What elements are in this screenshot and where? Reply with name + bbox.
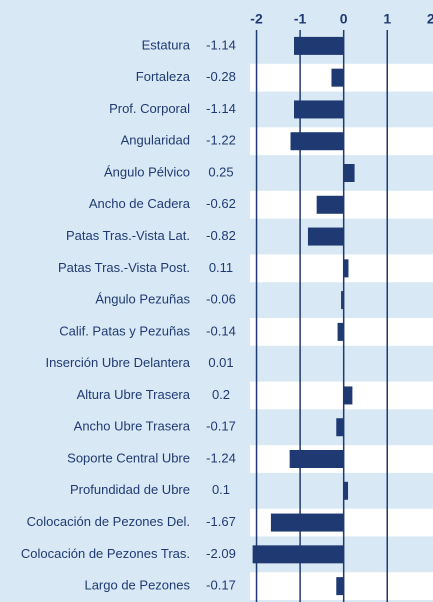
value-label: 0.01 [208, 355, 233, 370]
category-label: Soporte Central Ubre [67, 450, 190, 465]
bar [290, 132, 344, 151]
bar [316, 195, 344, 214]
bar [341, 291, 344, 310]
category-label: Altura Ubre Trasera [77, 387, 191, 402]
category-label: Prof. Corporal [109, 101, 190, 116]
category-label: Calif. Patas y Pezuñas [59, 323, 190, 338]
value-label: -2.09 [206, 546, 236, 561]
row-stripe [250, 254, 433, 283]
category-label: Colocación de Pezones Tras. [21, 546, 190, 561]
category-label: Angularidad [121, 133, 190, 148]
category-label: Patas Tras.-Vista Lat. [66, 228, 190, 243]
value-label: -0.82 [206, 228, 236, 243]
bar [294, 100, 344, 119]
category-label: Ángulo Pezuñas [95, 292, 190, 307]
category-label: Fortaleza [136, 69, 191, 84]
bar [252, 545, 344, 564]
bar [307, 227, 344, 246]
x-tick-label: 0 [340, 11, 348, 27]
category-label: Ancho de Cadera [89, 196, 191, 211]
bar [294, 36, 344, 55]
bar [343, 481, 349, 500]
bar [343, 386, 353, 405]
bar [336, 577, 344, 596]
value-label: 0.1 [212, 482, 230, 497]
category-label: Ángulo Pélvico [104, 164, 190, 179]
bar [343, 259, 349, 278]
value-label: -1.22 [206, 133, 236, 148]
value-label: -0.06 [206, 292, 236, 307]
value-label: -0.62 [206, 196, 236, 211]
category-label: Inserción Ubre Delantera [45, 355, 190, 370]
value-label: -0.17 [206, 578, 236, 593]
x-tick-label: 1 [383, 11, 391, 27]
value-label: -0.28 [206, 69, 236, 84]
value-label: -1.67 [206, 514, 236, 529]
value-label: -0.17 [206, 419, 236, 434]
bar [337, 322, 344, 341]
bar [289, 450, 344, 468]
category-label: Patas Tras.-Vista Post. [58, 260, 190, 275]
category-label: Largo de Pezones [84, 578, 190, 593]
value-label: 0.25 [208, 164, 233, 179]
category-label: Estatura [142, 37, 191, 52]
value-label: 0.11 [209, 260, 233, 275]
x-tick-label: -2 [250, 11, 263, 27]
bar [343, 164, 355, 182]
value-label: -1.14 [206, 37, 236, 52]
category-label: Ancho Ubre Trasera [74, 419, 191, 434]
value-label: 0.2 [212, 387, 230, 402]
x-tick-label: -1 [294, 11, 307, 27]
category-label: Colocación de Pezones Del. [27, 514, 190, 529]
value-label: -1.14 [206, 101, 236, 116]
x-tick-label: 2 [427, 11, 433, 27]
bar [331, 68, 344, 87]
bar [336, 418, 344, 437]
value-label: -0.14 [206, 323, 236, 338]
value-label: -1.24 [206, 450, 236, 465]
bar [270, 513, 344, 532]
row-stripe [250, 381, 433, 410]
category-label: Profundidad de Ubre [70, 482, 190, 497]
